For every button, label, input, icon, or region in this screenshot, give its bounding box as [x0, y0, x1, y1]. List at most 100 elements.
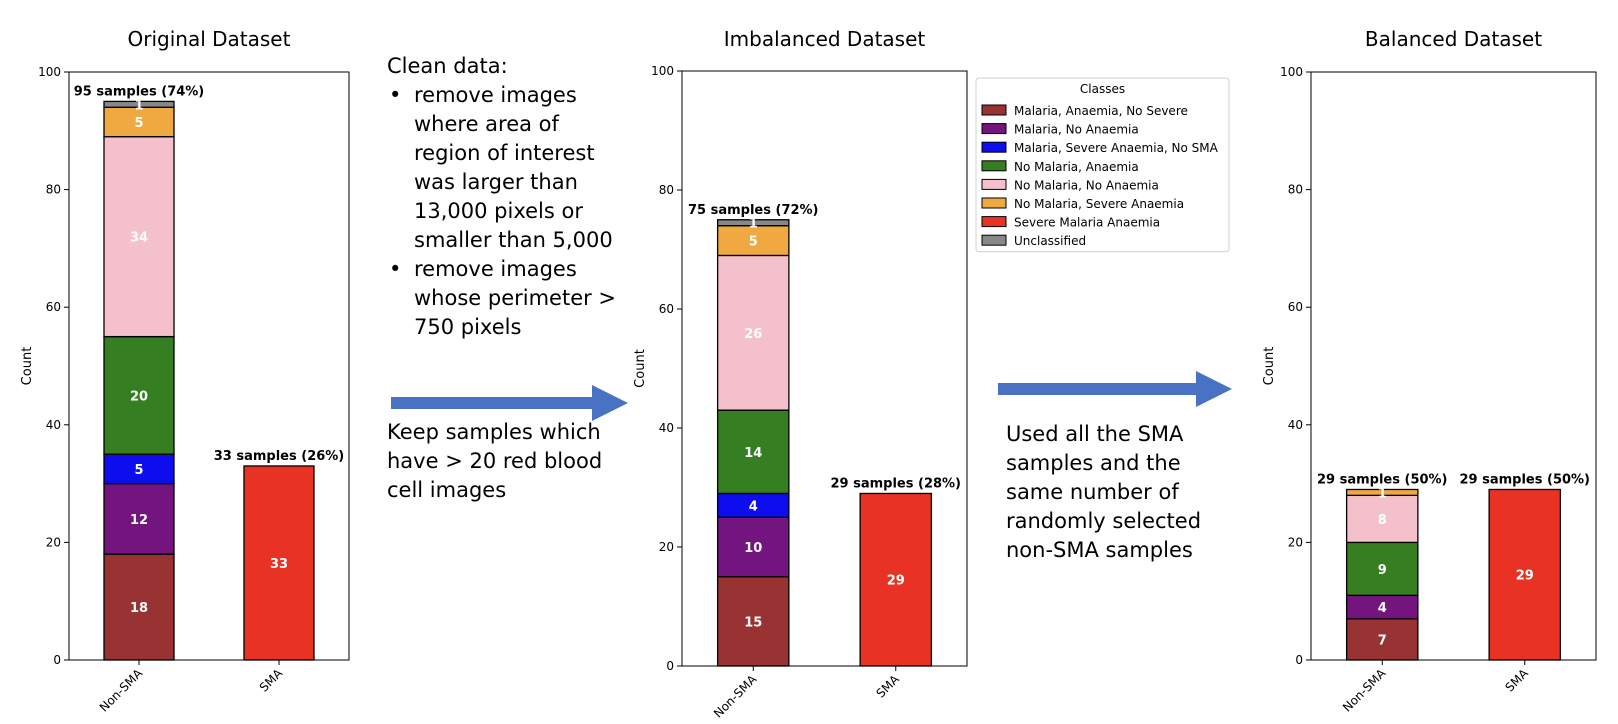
balance-text: Used all the SMA samples and the same nu…	[1006, 422, 1202, 562]
bar-value-label: 26	[744, 327, 762, 342]
clean-data-note: Clean data: remove images where area of …	[387, 52, 617, 342]
plot-frame	[1310, 71, 1597, 661]
bar-total-label: 75 samples (72%)	[688, 203, 819, 218]
bar-total-label: 95 samples (74%)	[74, 84, 205, 99]
bar-value-label: 10	[744, 541, 762, 556]
bar-value-label: 29	[887, 574, 905, 589]
bar-value-label: 20	[130, 389, 148, 404]
balance-note: Used all the SMA samples and the same nu…	[1006, 420, 1206, 565]
keep-samples-note: Keep samples which have > 20 red blood c…	[387, 418, 607, 505]
bar-segment-non-sma-unclassified	[103, 100, 175, 108]
bar-value-label: 8	[1378, 513, 1387, 528]
bar-segment-non-sma-no-malaria-severe-anaemia	[103, 106, 175, 138]
legend-entry-no-malaria-no-anaemia: No Malaria, No Anaemia	[1014, 178, 1159, 192]
clean-data-bullets: remove images where area of region of in…	[387, 81, 617, 342]
legend-box	[975, 77, 1230, 253]
clean-bullet-2: remove images whose perimeter > 750 pixe…	[387, 255, 617, 342]
chart-balanced-dataset: Balanced Dataset020406080100Count7498129…	[1262, 27, 1597, 715]
bar-segment-sma-severe-malaria-anaemia	[1488, 488, 1562, 661]
legend-swatch-malaria-severe-anaemia-no-sma	[981, 141, 1007, 153]
bar-segment-non-sma-malaria-anaemia-no-severe	[716, 576, 790, 667]
bar-segment-non-sma-no-malaria-no-anaemia	[716, 254, 790, 411]
y-axis-label: Count	[20, 347, 35, 386]
y-tick-label: 20	[1288, 535, 1303, 549]
bar-total-label: 29 samples (50%)	[1317, 472, 1448, 487]
bar-value-label: 34	[130, 231, 148, 246]
plot-frame	[681, 70, 968, 667]
legend-entry-no-malaria-anaemia: No Malaria, Anaemia	[1014, 160, 1139, 174]
y-tick-label: 60	[1288, 300, 1303, 314]
y-tick-label: 20	[46, 535, 61, 549]
legend-title: Classes	[1080, 82, 1125, 96]
bar-value-label: 18	[130, 601, 148, 616]
bar-segment-non-sma-malaria-severe-anaemia-no-sma	[103, 453, 175, 485]
bar-segment-non-sma-no-malaria-severe-anaemia	[1345, 488, 1419, 497]
y-tick-label: 40	[46, 418, 61, 432]
x-tick-label: SMA	[257, 666, 286, 695]
legend-swatch-malaria-anaemia-no-severe	[981, 104, 1007, 116]
y-tick-label: 0	[53, 653, 61, 667]
y-axis-label: Count	[1262, 347, 1277, 386]
bar-total-label: 29 samples (50%)	[1459, 472, 1590, 487]
y-tick-label: 100	[651, 64, 674, 78]
bar-value-label: 15	[744, 615, 762, 630]
bar-segment-non-sma-unclassified	[716, 219, 790, 227]
bar-value-label: 7	[1378, 633, 1387, 648]
x-tick-label: Non-SMA	[1340, 666, 1389, 715]
legend-swatch-no-malaria-anaemia	[981, 160, 1007, 172]
y-tick-label: 60	[46, 300, 61, 314]
bar-segment-sma-severe-malaria-anaemia	[859, 492, 933, 667]
bar-segment-non-sma-malaria-anaemia-no-severe	[1345, 618, 1419, 661]
bar-value-label: 5	[749, 235, 758, 250]
y-tick-label: 0	[1295, 653, 1303, 667]
y-tick-label: 40	[1288, 418, 1303, 432]
clean-data-title: Clean data:	[387, 54, 508, 78]
legend-entry-no-malaria-severe-anaemia: No Malaria, Severe Anaemia	[1014, 197, 1184, 211]
bar-segment-non-sma-no-malaria-no-anaemia	[103, 136, 175, 338]
arrow-right-icon	[998, 371, 1232, 407]
legend-entry-unclassified: Unclassified	[1014, 234, 1086, 248]
x-tick-label: Non-SMA	[711, 672, 760, 721]
chart-title: Imbalanced Dataset	[724, 27, 926, 51]
bar-segment-non-sma-malaria-no-anaemia	[716, 516, 790, 578]
legend-swatch-severe-malaria-anaemia	[981, 216, 1007, 228]
bar-value-label: 33	[270, 557, 288, 572]
chart-title: Original Dataset	[128, 27, 291, 51]
legend-entry-severe-malaria-anaemia: Severe Malaria Anaemia	[1014, 216, 1160, 230]
legend-swatch-no-malaria-severe-anaemia	[981, 197, 1007, 209]
chart-imbalanced-dataset: Imbalanced Dataset020406080100Count15104…	[633, 27, 1230, 721]
y-tick-label: 100	[38, 65, 61, 79]
bar-value-label: 1	[749, 217, 758, 232]
bar-total-label: 33 samples (26%)	[214, 449, 345, 464]
bar-value-label: 4	[749, 499, 758, 514]
chart-title: Balanced Dataset	[1365, 27, 1542, 51]
bar-value-label: 4	[1378, 601, 1387, 616]
y-tick-label: 80	[46, 183, 61, 197]
bar-segment-non-sma-no-malaria-no-anaemia	[1345, 494, 1419, 544]
legend-swatch-no-malaria-no-anaemia	[981, 178, 1007, 190]
y-tick-label: 40	[659, 421, 674, 435]
bar-value-label: 12	[130, 513, 148, 528]
legend-swatch-unclassified	[981, 234, 1007, 246]
keep-samples-text: Keep samples which have > 20 red blood c…	[387, 420, 603, 502]
bar-value-label: 1	[1378, 486, 1387, 501]
y-axis-label: Count	[633, 349, 648, 388]
bar-value-label: 29	[1516, 569, 1534, 584]
bar-total-label: 29 samples (28%)	[830, 476, 961, 491]
clean-bullet-1: remove images where area of region of in…	[387, 81, 617, 255]
legend: Classes Malaria, Anaemia, No Severe Malari…	[975, 77, 1230, 253]
y-tick-label: 20	[659, 540, 674, 554]
bar-value-label: 1	[134, 98, 143, 113]
legend-entry-malaria-anaemia-no-severe: Malaria, Anaemia, No Severe	[1014, 104, 1188, 118]
legend-entry-malaria-no-anaemia: Malaria, No Anaemia	[1014, 123, 1139, 137]
y-tick-label: 0	[666, 659, 674, 673]
y-tick-label: 100	[1280, 65, 1303, 79]
y-tick-label: 60	[659, 302, 674, 316]
bar-value-label: 5	[134, 116, 143, 131]
bar-value-label: 14	[744, 446, 762, 461]
arrow-right-icon	[391, 385, 628, 421]
legend-entry-malaria-severe-anaemia-no-sma: Malaria, Severe Anaemia, No SMA	[1014, 141, 1219, 155]
x-tick-label: SMA	[873, 672, 902, 701]
y-tick-label: 80	[659, 183, 674, 197]
